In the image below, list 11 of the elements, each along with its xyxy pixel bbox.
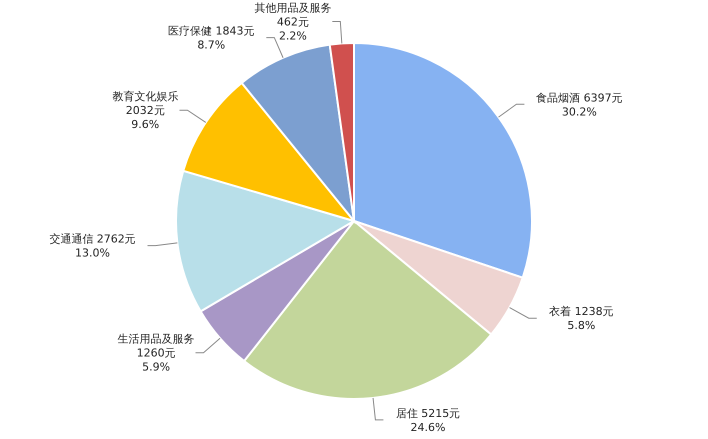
slice-label: 交通通信 2762元 13.0% (49, 232, 136, 260)
data-label: 462元 2.2% (276, 15, 309, 42)
slice-label: 食品烟酒 6397元 30.2% (536, 91, 623, 118)
slice-label: 其他用品及服务 (254, 1, 332, 14)
data-label: 1260元 5.9% (136, 346, 176, 374)
slice-label: 生活用品及服务 (118, 332, 195, 346)
slice-label: 医疗保健 1843元 8.7% (168, 24, 255, 52)
slice-label: 居住 5215元 24.6% (396, 406, 460, 434)
slice-label: 衣着 1238元 5.8% (549, 305, 614, 332)
slice-label: 教育文化娱乐 (112, 90, 178, 104)
data-label: 2032元 9.6% (126, 104, 165, 132)
